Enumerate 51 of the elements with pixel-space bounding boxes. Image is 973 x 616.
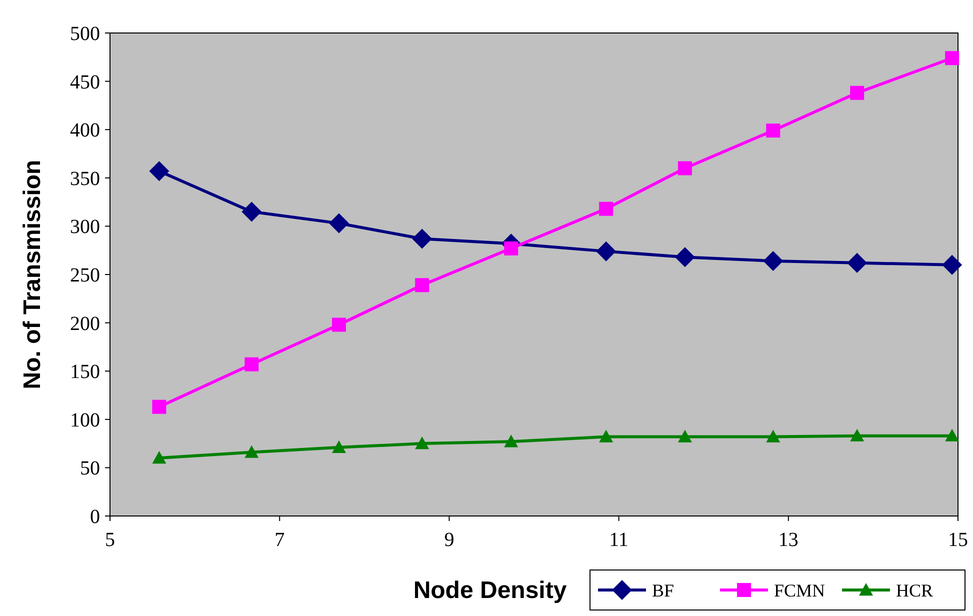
point <box>596 241 616 262</box>
y-tick-label: 200 <box>70 312 100 335</box>
point <box>942 254 962 275</box>
point <box>678 430 692 442</box>
y-tick-label: 250 <box>70 264 100 286</box>
x-tick-label: 9 <box>444 529 454 551</box>
y-tick-label: 350 <box>70 168 100 190</box>
point <box>847 252 868 273</box>
point <box>152 451 166 464</box>
legend-label: HCR <box>896 580 934 600</box>
point <box>599 202 614 216</box>
x-axis-title: Node Density <box>413 577 568 604</box>
point <box>152 400 166 414</box>
y-tick-label: 450 <box>70 71 100 94</box>
y-tick-label: 500 <box>70 23 100 45</box>
point <box>504 434 518 448</box>
point <box>945 51 960 66</box>
x-tick-label: 11 <box>609 529 628 551</box>
point <box>599 430 614 442</box>
point <box>332 318 346 332</box>
y-axis-title: No. of Transmission <box>19 160 46 390</box>
legend-label: BF <box>652 580 674 600</box>
point <box>415 278 430 292</box>
point <box>850 428 864 442</box>
point <box>763 250 784 271</box>
point <box>504 241 518 256</box>
point <box>850 86 864 100</box>
point <box>244 445 259 458</box>
legend-label: FCMN <box>774 580 826 600</box>
y-tick-label: 0 <box>90 506 100 528</box>
x-tick-label: 15 <box>948 529 968 551</box>
x-tick-label: 5 <box>105 529 115 551</box>
point <box>674 247 695 268</box>
point <box>678 161 692 176</box>
point <box>332 440 346 454</box>
point <box>149 161 170 182</box>
y-tick-label: 400 <box>70 120 100 142</box>
point <box>412 228 432 249</box>
y-tick-label: 150 <box>70 361 100 384</box>
point <box>328 213 349 234</box>
point <box>766 430 780 442</box>
point <box>415 436 430 450</box>
point <box>766 124 780 138</box>
point <box>945 428 960 442</box>
y-tick-label: 300 <box>70 216 100 238</box>
x-tick-label: 7 <box>274 529 285 551</box>
point <box>244 357 259 372</box>
y-tick-label: 50 <box>80 458 100 480</box>
point <box>242 202 262 222</box>
y-tick-label: 100 <box>70 409 100 432</box>
x-tick-label: 13 <box>778 529 798 551</box>
